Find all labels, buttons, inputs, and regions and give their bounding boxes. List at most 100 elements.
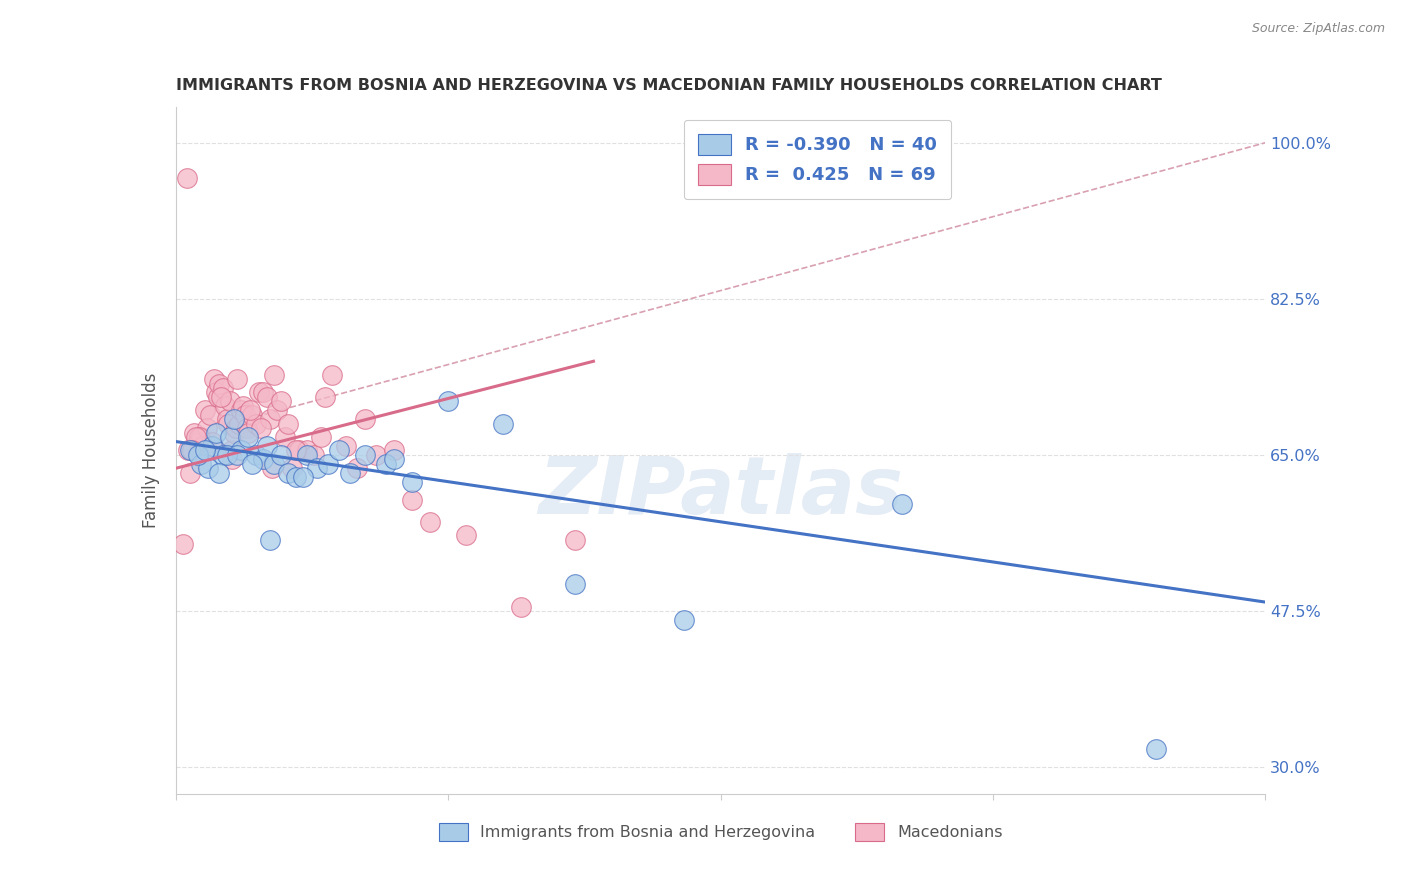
Point	[212, 381, 235, 395]
Point	[288, 443, 311, 458]
Point	[277, 417, 299, 431]
Point	[564, 577, 586, 591]
Point	[247, 385, 270, 400]
Point	[245, 417, 267, 431]
Point	[263, 457, 285, 471]
Point	[266, 403, 288, 417]
Point	[339, 466, 361, 480]
Point	[260, 461, 283, 475]
Point	[277, 466, 299, 480]
Point	[190, 457, 212, 471]
Point	[295, 448, 318, 462]
Point	[217, 417, 239, 431]
Point	[564, 533, 586, 547]
Point	[194, 443, 217, 458]
Point	[239, 403, 262, 417]
Point	[250, 421, 273, 435]
Point	[281, 461, 304, 475]
Point	[328, 443, 350, 458]
Point	[195, 421, 218, 435]
Point	[259, 533, 281, 547]
Point	[270, 394, 292, 409]
Point	[177, 443, 200, 458]
Point	[307, 461, 329, 475]
Point	[228, 417, 250, 431]
Point	[291, 470, 314, 484]
Point	[226, 448, 249, 462]
Point	[201, 439, 224, 453]
Point	[225, 421, 247, 435]
Point	[401, 475, 423, 489]
Point	[208, 376, 231, 391]
Point	[353, 412, 375, 426]
Point	[221, 452, 243, 467]
Point	[245, 448, 267, 462]
Point	[172, 537, 194, 551]
Point	[186, 434, 209, 449]
Point	[219, 394, 242, 409]
Point	[309, 430, 332, 444]
Point	[364, 448, 387, 462]
Point	[382, 443, 405, 458]
Point	[353, 448, 375, 462]
Point	[221, 443, 243, 458]
Text: Source: ZipAtlas.com: Source: ZipAtlas.com	[1251, 22, 1385, 36]
Point	[284, 443, 307, 458]
Point	[176, 171, 198, 186]
Point	[212, 448, 235, 462]
Point	[238, 430, 260, 444]
Point	[401, 492, 423, 507]
Point	[335, 439, 357, 453]
Point	[321, 368, 343, 382]
Point	[238, 425, 260, 440]
Point	[891, 497, 914, 511]
Point	[194, 403, 217, 417]
Point	[673, 613, 696, 627]
Point	[318, 457, 340, 471]
Point	[437, 394, 460, 409]
Point	[240, 457, 263, 471]
Point	[184, 430, 207, 444]
Text: ZIPatlas: ZIPatlas	[538, 452, 903, 531]
Point	[214, 399, 236, 413]
Point	[222, 412, 245, 426]
Point	[191, 439, 214, 453]
Point	[179, 466, 201, 480]
Point	[231, 443, 253, 458]
Point	[204, 385, 226, 400]
Point	[302, 448, 325, 462]
Point	[197, 443, 219, 458]
Y-axis label: Family Households: Family Households	[142, 373, 160, 528]
Point	[263, 368, 285, 382]
Point	[219, 430, 242, 444]
Point	[186, 448, 209, 462]
Point	[188, 430, 211, 444]
Point	[235, 421, 257, 435]
Point	[240, 408, 263, 422]
Point	[509, 599, 531, 614]
Point	[274, 430, 297, 444]
Point	[259, 412, 281, 426]
Point	[252, 385, 274, 400]
Point	[295, 443, 318, 458]
Point	[179, 443, 201, 458]
Point	[209, 390, 232, 404]
Point	[183, 425, 205, 440]
Point	[231, 403, 253, 417]
Point	[204, 425, 226, 440]
Point	[226, 372, 249, 386]
Point	[215, 412, 238, 426]
Point	[284, 470, 307, 484]
Point	[252, 452, 274, 467]
Point	[207, 390, 229, 404]
Point	[181, 443, 204, 458]
Text: IMMIGRANTS FROM BOSNIA AND HERZEGOVINA VS MACEDONIAN FAMILY HOUSEHOLDS CORRELATI: IMMIGRANTS FROM BOSNIA AND HERZEGOVINA V…	[176, 78, 1161, 94]
Point	[222, 425, 245, 440]
Point	[233, 408, 256, 422]
Point	[232, 399, 254, 413]
Point	[492, 417, 515, 431]
Point	[256, 390, 278, 404]
Point	[201, 434, 224, 449]
Point	[1146, 742, 1168, 756]
Point	[375, 457, 398, 471]
